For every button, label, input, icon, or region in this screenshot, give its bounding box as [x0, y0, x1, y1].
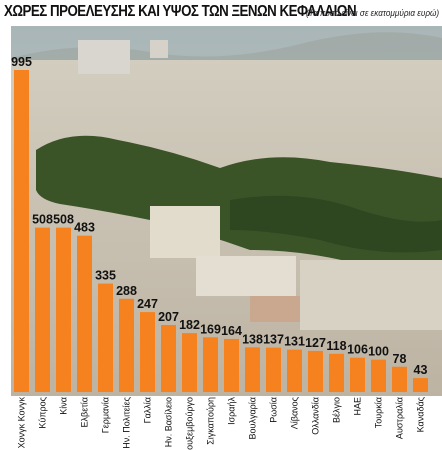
bar-8 [161, 325, 176, 392]
bar-value-label: 127 [305, 336, 326, 350]
category-label: Καναδάς [416, 396, 426, 432]
category-label: Γερμανία [101, 397, 111, 433]
bar-value-label: 508 [53, 213, 74, 227]
bar-value-label: 78 [393, 352, 407, 366]
category-label: Ην. Βασίλειο [164, 397, 174, 447]
category-label: Αυστραλία [395, 397, 405, 439]
classic-building [150, 206, 220, 258]
category-label: Ισραήλ [227, 397, 237, 425]
bar-value-label: 118 [326, 339, 346, 353]
bars-group [14, 70, 428, 392]
category-label: Τουρκία [374, 397, 384, 428]
category-label: ΗΑΕ [353, 397, 363, 416]
bar-18 [371, 359, 386, 392]
bar-20 [413, 378, 428, 392]
category-label: Βουλγαρία [248, 397, 258, 439]
block-right [300, 260, 442, 330]
bar-value-label: 106 [347, 343, 368, 357]
bar-5 [98, 283, 113, 392]
bar-19 [392, 366, 407, 392]
bar-6 [119, 298, 134, 392]
bar-value-label: 508 [32, 213, 53, 227]
bar-14 [287, 349, 302, 392]
building-top [150, 40, 168, 58]
category-label: Λίβανος [290, 396, 300, 429]
bar-value-label: 43 [414, 363, 428, 377]
park-shadow [230, 195, 442, 253]
bar-value-label: 164 [221, 324, 242, 338]
category-label: Χονγκ Κονγκ [17, 397, 27, 449]
category-label: Ελβετία [80, 397, 90, 427]
category-labels-group: Χονγκ Κονγκ Κύπρος Κίνα Ελβετία Γερμανία Ην. … [17, 396, 426, 450]
bar-2 [35, 227, 50, 392]
chart-title: ΧΩΡΕΣ ΠΡΟΕΛΕΥΣΗΣ ΚΑΙ ΥΨΟΣ ΤΩΝ ΞΕΝΩΝ ΚΕΦΑ… [4, 3, 357, 20]
category-label: Βέλγιο [332, 397, 342, 423]
tall-building [78, 40, 130, 74]
bar-value-label: 483 [74, 221, 95, 235]
category-label: Σιγκαπούρη [206, 397, 216, 445]
bar-12 [245, 347, 260, 392]
bar-15 [308, 350, 323, 392]
category-label: Λουξεμβούργο [185, 397, 195, 450]
bar-value-label: 131 [284, 335, 305, 349]
bar-value-label: 207 [158, 310, 179, 324]
bar-value-label: 995 [11, 55, 32, 69]
bar-13 [266, 347, 281, 392]
category-label: Ην. Πολιτείες [122, 396, 132, 448]
bar-3 [56, 227, 71, 392]
bar-value-label: 138 [242, 332, 263, 346]
bar-16 [329, 353, 344, 392]
bar-value-label: 247 [137, 297, 158, 311]
bar-value-label: 137 [263, 333, 284, 347]
category-label: Ρωσία [269, 397, 279, 423]
bar-value-label: 100 [368, 345, 389, 359]
category-label: Κύπρος [38, 396, 48, 428]
bar-9 [182, 333, 197, 392]
bar-4 [77, 235, 92, 392]
bar-1 [14, 70, 29, 392]
bar-value-label: 335 [95, 269, 116, 283]
bar-value-label: 182 [179, 318, 200, 332]
category-label: Κίνα [59, 397, 69, 415]
bar-10 [203, 337, 218, 392]
bar-value-label: 169 [200, 322, 221, 336]
category-label: Ολλανδία [311, 397, 321, 435]
category-label: Γαλλία [143, 397, 153, 423]
bar-value-label: 288 [116, 284, 137, 298]
units-note: (Τα ποσά είναι σε εκατομμύρια ευρώ) [306, 8, 440, 19]
bar-7 [140, 312, 155, 392]
bar-11 [224, 338, 239, 392]
bar-17 [350, 357, 365, 392]
white-building [196, 256, 296, 296]
